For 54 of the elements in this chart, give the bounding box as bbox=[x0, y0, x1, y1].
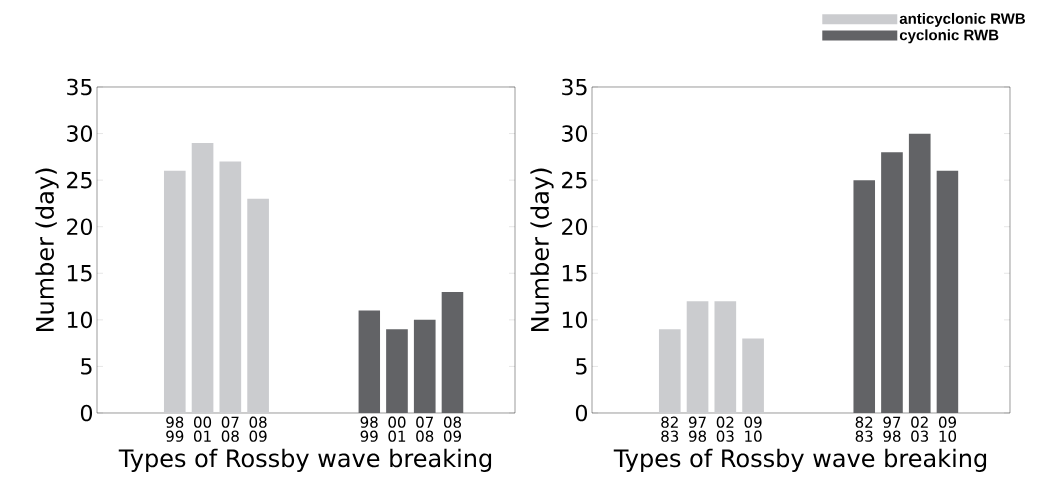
bar bbox=[936, 170, 959, 413]
y-tick-label: 30 bbox=[67, 125, 93, 142]
bar bbox=[219, 161, 242, 413]
x-tick-label: 07 08 bbox=[416, 416, 434, 442]
bar bbox=[908, 133, 931, 413]
y-tick-label: 15 bbox=[562, 265, 587, 282]
y-tick-label: 20 bbox=[562, 218, 587, 236]
bar bbox=[742, 338, 764, 413]
x-tick-label: 98 99 bbox=[166, 416, 184, 442]
bar bbox=[658, 329, 681, 413]
y-tick-label: 10 bbox=[562, 311, 587, 329]
y-axis-title: Number (day) bbox=[530, 168, 554, 332]
bar bbox=[881, 152, 903, 413]
y-tick-label: 10 bbox=[67, 311, 93, 329]
x-axis-title: Types of Rossby wave breaking bbox=[118, 448, 492, 472]
bar bbox=[358, 310, 381, 413]
y-tick-label: 0 bbox=[80, 404, 93, 422]
x-tick-label: 08 09 bbox=[443, 416, 462, 442]
y-tick-label: 5 bbox=[576, 358, 587, 375]
x-tick-label: 09 10 bbox=[744, 416, 762, 442]
y-tick-label: 25 bbox=[562, 171, 587, 189]
bar bbox=[163, 170, 186, 413]
x-tick-label: 97 98 bbox=[688, 416, 707, 442]
y-tick-label: 0 bbox=[575, 404, 588, 422]
x-tick-label: 98 99 bbox=[360, 416, 378, 442]
y-tick-label: 25 bbox=[67, 171, 92, 189]
x-tick-label: 02 03 bbox=[911, 416, 929, 442]
x-tick-label: 82 83 bbox=[855, 416, 873, 442]
bar bbox=[714, 301, 737, 413]
y-tick-label: 5 bbox=[81, 358, 92, 375]
bar bbox=[853, 180, 876, 413]
x-tick-label: 82 83 bbox=[661, 416, 679, 442]
y-tick-label: 35 bbox=[562, 78, 587, 96]
x-tick-label: 02 03 bbox=[716, 416, 734, 442]
bar bbox=[386, 329, 408, 413]
y-tick-label: 35 bbox=[67, 78, 92, 96]
x-tick-label: 00 01 bbox=[194, 416, 212, 442]
bar bbox=[413, 319, 436, 413]
bar bbox=[686, 301, 709, 413]
y-tick-label: 30 bbox=[562, 125, 587, 142]
x-tick-label: 00 01 bbox=[388, 416, 406, 442]
x-tick-label: 97 98 bbox=[883, 416, 901, 442]
bar bbox=[191, 142, 214, 413]
legend-label: anticyclonic RWB bbox=[899, 12, 1026, 27]
y-tick-label: 15 bbox=[67, 265, 92, 282]
bar bbox=[247, 198, 269, 413]
y-axis-title: Number (day) bbox=[35, 168, 59, 332]
y-tick-label: 20 bbox=[67, 218, 93, 236]
x-tick-label: 08 09 bbox=[249, 416, 267, 442]
legend-label: cyclonic RWB bbox=[899, 29, 999, 44]
x-tick-label: 09 10 bbox=[938, 416, 957, 442]
bar bbox=[441, 291, 464, 413]
x-axis-title: Types of Rossby wave breaking bbox=[613, 448, 987, 472]
x-tick-label: 07 08 bbox=[221, 416, 239, 442]
